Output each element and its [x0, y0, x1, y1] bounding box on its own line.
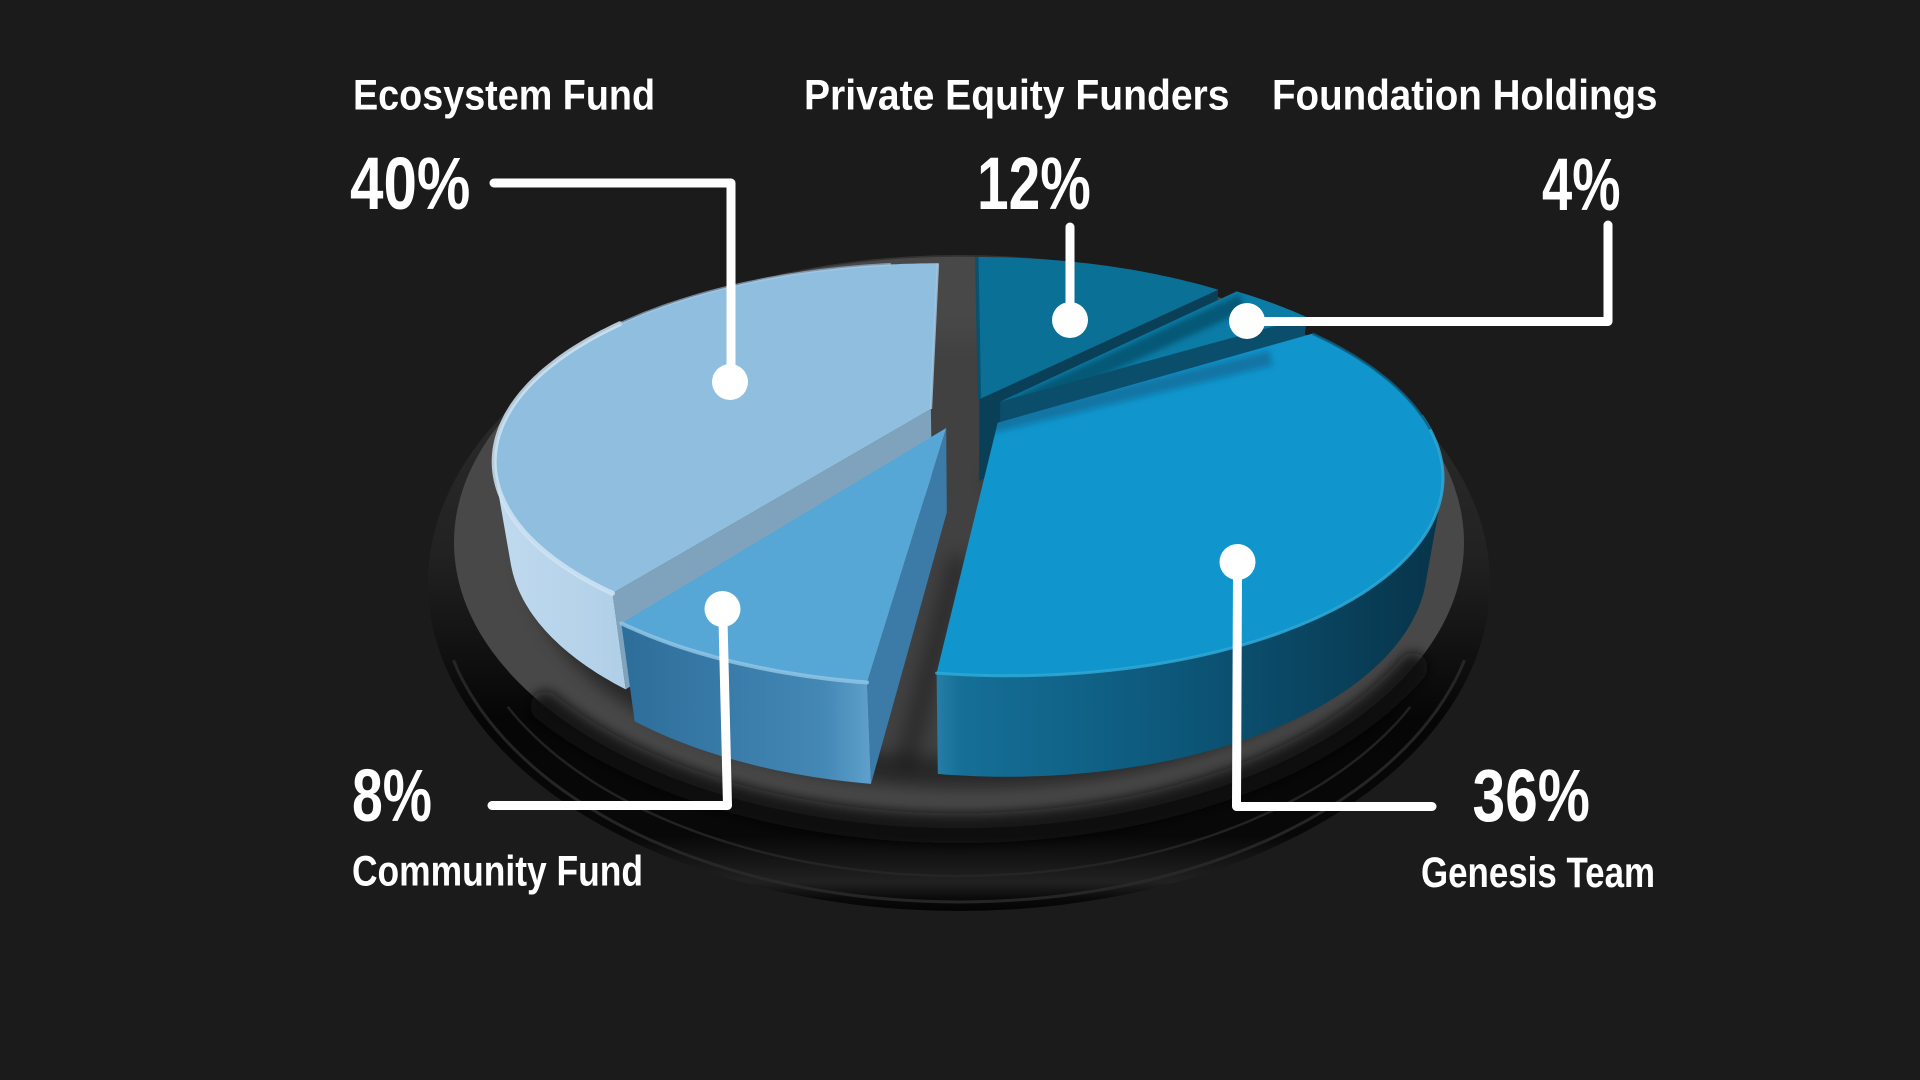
- svg-text:8%: 8%: [352, 754, 432, 837]
- svg-text:Genesis Team: Genesis Team: [1421, 850, 1655, 897]
- svg-text:4%: 4%: [1542, 143, 1621, 226]
- svg-text:Private Equity Funders: Private Equity Funders: [804, 73, 1230, 120]
- svg-text:40%: 40%: [350, 142, 470, 225]
- svg-text:Foundation Holdings: Foundation Holdings: [1272, 73, 1658, 120]
- svg-text:36%: 36%: [1473, 754, 1591, 837]
- svg-text:12%: 12%: [977, 142, 1091, 225]
- svg-text:Ecosystem Fund: Ecosystem Fund: [353, 73, 655, 120]
- svg-text:Community Fund: Community Fund: [352, 849, 643, 896]
